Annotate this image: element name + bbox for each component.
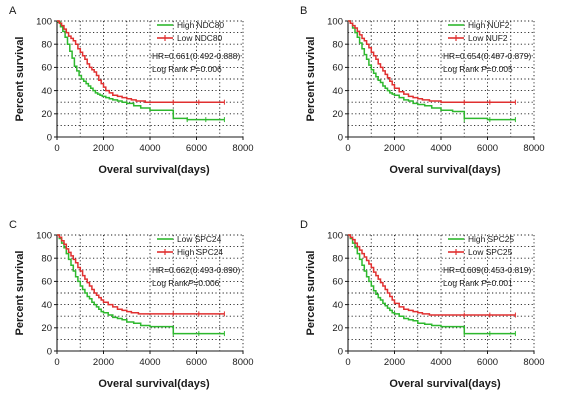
legend-label: High SPC24 [177, 247, 223, 257]
x-tick-label: 0 [54, 357, 59, 368]
x-tick-label: 6000 [186, 357, 207, 368]
grid [57, 234, 244, 351]
survival-curve-red [57, 20, 225, 103]
y-tick-label: 80 [41, 40, 52, 51]
x-tick-label: 4000 [430, 143, 451, 154]
y-tick-label: 20 [41, 323, 52, 334]
survival-curve-red [348, 234, 516, 316]
y-tick-label: 80 [332, 40, 343, 51]
y-tick-label: 60 [332, 277, 343, 288]
y-tick-label: 20 [332, 109, 343, 120]
x-tick-label: 2000 [384, 143, 405, 154]
logrank-annotation: Log Rank P=0.001 [443, 278, 513, 288]
logrank-annotation: Log Rank P=0.005 [443, 64, 513, 74]
x-axis-title: Overal survival(days) [389, 378, 501, 390]
x-tick-label: 8000 [232, 357, 253, 368]
y-axis-title: Percent survival [305, 251, 317, 336]
y-tick-label: 0 [338, 346, 343, 357]
y-tick-label: 20 [41, 109, 52, 120]
x-tick-label: 8000 [523, 357, 544, 368]
y-axis-title: Percent survival [14, 37, 26, 122]
x-tick-label: 4000 [430, 357, 451, 368]
x-tick-label: 6000 [477, 357, 498, 368]
y-tick-label: 60 [41, 63, 52, 74]
legend-label: High NDC80 [177, 20, 224, 30]
y-tick-label: 0 [47, 346, 52, 357]
y-tick-label: 100 [327, 16, 343, 27]
grid [348, 234, 535, 351]
panel-b: B 0 20 40 60 80 100 0 2000 4000 6000 8000 Overal sur… [300, 5, 545, 176]
legend-label: Low SPC24 [177, 234, 222, 244]
x-tick-label: 4000 [139, 357, 160, 368]
y-tick-label: 60 [332, 63, 343, 74]
panel-label: D [300, 219, 308, 231]
x-tick-label: 6000 [186, 143, 207, 154]
y-tick-label: 40 [41, 300, 52, 311]
legend-label: High SPC25 [468, 234, 514, 244]
y-tick-label: 20 [332, 323, 343, 334]
panel-label: A [9, 5, 17, 17]
y-axis-title: Percent survival [14, 251, 26, 336]
x-tick-label: 0 [54, 143, 59, 154]
panel-label: C [9, 219, 17, 231]
y-tick-label: 80 [41, 254, 52, 265]
y-tick-label: 0 [338, 132, 343, 143]
logrank-annotation: Log Rank P=0.006 [152, 64, 222, 74]
x-tick-label: 2000 [93, 143, 114, 154]
survival-curve-green [348, 20, 516, 121]
y-tick-label: 100 [36, 16, 52, 27]
x-tick-label: 2000 [93, 357, 114, 368]
survival-curve-green [57, 20, 225, 121]
panel-d: D 0 20 40 60 80 100 0 2000 4000 6000 8000 Overal sur… [300, 219, 545, 390]
x-tick-label: 0 [345, 143, 350, 154]
survival-curve-red [57, 234, 225, 315]
logrank-annotation: Log RankP=0.006 [152, 278, 220, 288]
hr-annotation: HR=0.609(0.453-0.819) [443, 265, 531, 275]
hr-annotation: HR=0.654(0.487-0.879) [443, 51, 531, 61]
panel-label: B [300, 5, 307, 17]
x-tick-label: 8000 [523, 143, 544, 154]
y-tick-label: 60 [41, 277, 52, 288]
hr-annotation: HR=0.661(0.492-0.888) [152, 51, 240, 61]
panel-c: C 0 20 40 60 80 100 0 2000 4000 6000 8000 Overal sur… [9, 219, 254, 390]
panel-a: A 0 20 40 60 80 100 0 2000 4000 6000 8000 Overal sur… [9, 5, 254, 176]
legend-label: Low NDC80 [177, 33, 222, 43]
y-tick-label: 100 [327, 230, 343, 241]
x-axis-title: Overal survival(days) [98, 164, 210, 176]
y-tick-label: 40 [332, 300, 343, 311]
y-axis-title: Percent survival [305, 37, 317, 122]
legend-label: Low SPC25 [468, 247, 513, 257]
y-tick-label: 80 [332, 254, 343, 265]
grid [57, 20, 244, 137]
x-axis-title: Overal survival(days) [389, 164, 501, 176]
hr-annotation: HR=0.662(0.493-0.890) [152, 265, 240, 275]
survival-curve-green [57, 234, 225, 335]
y-tick-label: 100 [36, 230, 52, 241]
x-tick-label: 4000 [139, 143, 160, 154]
x-tick-label: 2000 [384, 357, 405, 368]
legend-label: Low NUF2 [468, 33, 508, 43]
y-tick-label: 40 [41, 86, 52, 97]
survival-curve-red [348, 20, 516, 103]
x-tick-label: 6000 [477, 143, 498, 154]
x-tick-label: 8000 [232, 143, 253, 154]
y-tick-label: 40 [332, 86, 343, 97]
y-tick-label: 0 [47, 132, 52, 143]
x-tick-label: 0 [345, 357, 350, 368]
legend-label: High NUF2 [468, 20, 510, 30]
x-axis-title: Overal survival(days) [98, 378, 210, 390]
survival-curve-green [348, 234, 516, 335]
